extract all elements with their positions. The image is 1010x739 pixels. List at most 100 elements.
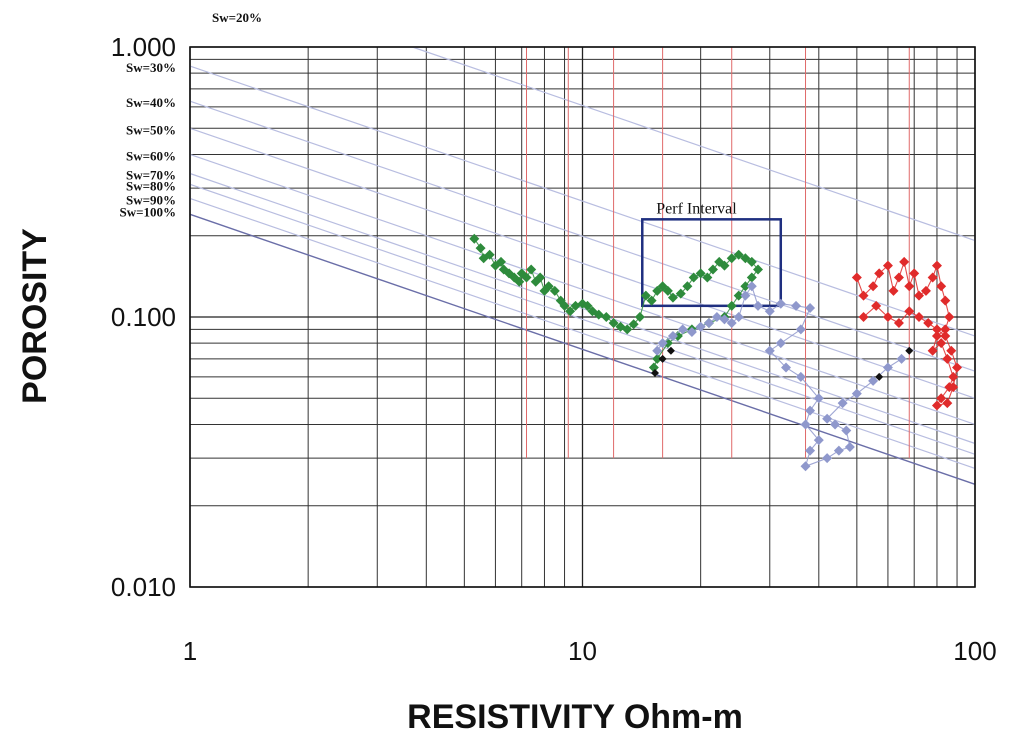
data-point (813, 393, 824, 404)
data-point (946, 345, 957, 356)
data-point (875, 372, 884, 381)
data-point (565, 306, 576, 317)
data-point (521, 272, 532, 283)
sw-line (189, 183, 976, 455)
data-point (682, 281, 693, 292)
data-point (652, 353, 663, 364)
data-point (484, 249, 495, 260)
data-point (719, 314, 730, 325)
data-point (931, 331, 942, 342)
data-point (813, 435, 824, 446)
data-point (740, 290, 751, 301)
data-point (914, 312, 925, 322)
series-2 (851, 256, 963, 411)
data-point (657, 338, 668, 349)
data-point (833, 445, 844, 456)
data-point (667, 331, 678, 342)
perf-interval-box (641, 218, 783, 308)
data-point (652, 345, 663, 356)
data-point (893, 272, 904, 283)
data-point (559, 300, 570, 311)
series-1 (652, 281, 907, 472)
data-point (740, 281, 751, 292)
data-point (822, 413, 833, 424)
data-point (707, 264, 718, 275)
sw-label: Sw=70% (126, 168, 176, 183)
data-point (753, 264, 764, 275)
data-point (927, 272, 938, 283)
y-axis-title: POROSITY (16, 228, 54, 404)
data-point (695, 268, 706, 279)
sw-labels: Sw=20% Sw=30% Sw=40% Sw=50% Sw=60% Sw=70%Sw=8… (119, 10, 262, 219)
data-point (942, 398, 953, 409)
grid (189, 46, 976, 588)
data-point (775, 338, 786, 349)
data-point (514, 276, 525, 287)
data-point (805, 405, 816, 416)
plot-frame (189, 46, 976, 588)
data-point (640, 290, 651, 301)
data-point (634, 312, 645, 322)
data-point (858, 312, 869, 322)
data-point (646, 295, 657, 306)
data-point (526, 264, 537, 275)
data-point (650, 369, 659, 378)
perf-interval-label: Perf Interval (656, 200, 737, 217)
data-point (622, 324, 633, 335)
sw-label: Sw=30% (126, 60, 176, 75)
data-point (952, 362, 963, 373)
data-point (914, 290, 925, 301)
data-point (733, 249, 744, 260)
data-point (775, 298, 786, 309)
data-point (948, 371, 959, 382)
data-point (608, 318, 619, 329)
y-tick-label: 0.100 (111, 302, 176, 332)
data-point (549, 285, 560, 296)
data-point (844, 442, 855, 453)
data-point (948, 382, 959, 393)
data-point (662, 285, 673, 296)
series-3 (650, 346, 914, 381)
x-tick-label: 10 (568, 636, 597, 666)
data-point (940, 295, 951, 306)
data-point (652, 285, 663, 296)
data-point (688, 272, 699, 283)
red-reference-lines (526, 47, 910, 459)
data-point (822, 453, 833, 464)
sw-label: Sw=60% (126, 148, 176, 163)
series-line (656, 284, 902, 468)
data-point (677, 324, 688, 335)
data-point (904, 306, 915, 317)
data-point (882, 312, 893, 322)
data-point (882, 260, 893, 271)
x-axis-title: RESISTIVITY Ohm-m (407, 698, 743, 736)
data-point (726, 253, 737, 264)
data-point (851, 272, 862, 283)
data-point (882, 362, 893, 373)
data-point (746, 272, 757, 283)
data-point (740, 253, 751, 264)
data-point (893, 318, 904, 329)
data-point (658, 354, 667, 363)
data-point (593, 309, 604, 320)
y-tick-label: 1.000 (111, 32, 176, 62)
data-point (753, 300, 764, 311)
data-point (695, 321, 706, 332)
data-point (936, 281, 947, 292)
sw-line (189, 153, 976, 426)
plot-border (189, 46, 976, 588)
data-point (858, 290, 869, 301)
data-point (800, 461, 811, 472)
data-point (905, 346, 914, 355)
data-point (931, 324, 942, 335)
data-series (469, 233, 963, 472)
data-point (942, 353, 953, 364)
data-point (944, 312, 955, 322)
data-point (667, 292, 678, 303)
data-point (904, 281, 915, 292)
data-point (535, 272, 546, 283)
data-point (719, 260, 730, 271)
data-point (764, 345, 775, 356)
data-point (628, 319, 639, 330)
sw-lines (189, 46, 976, 486)
